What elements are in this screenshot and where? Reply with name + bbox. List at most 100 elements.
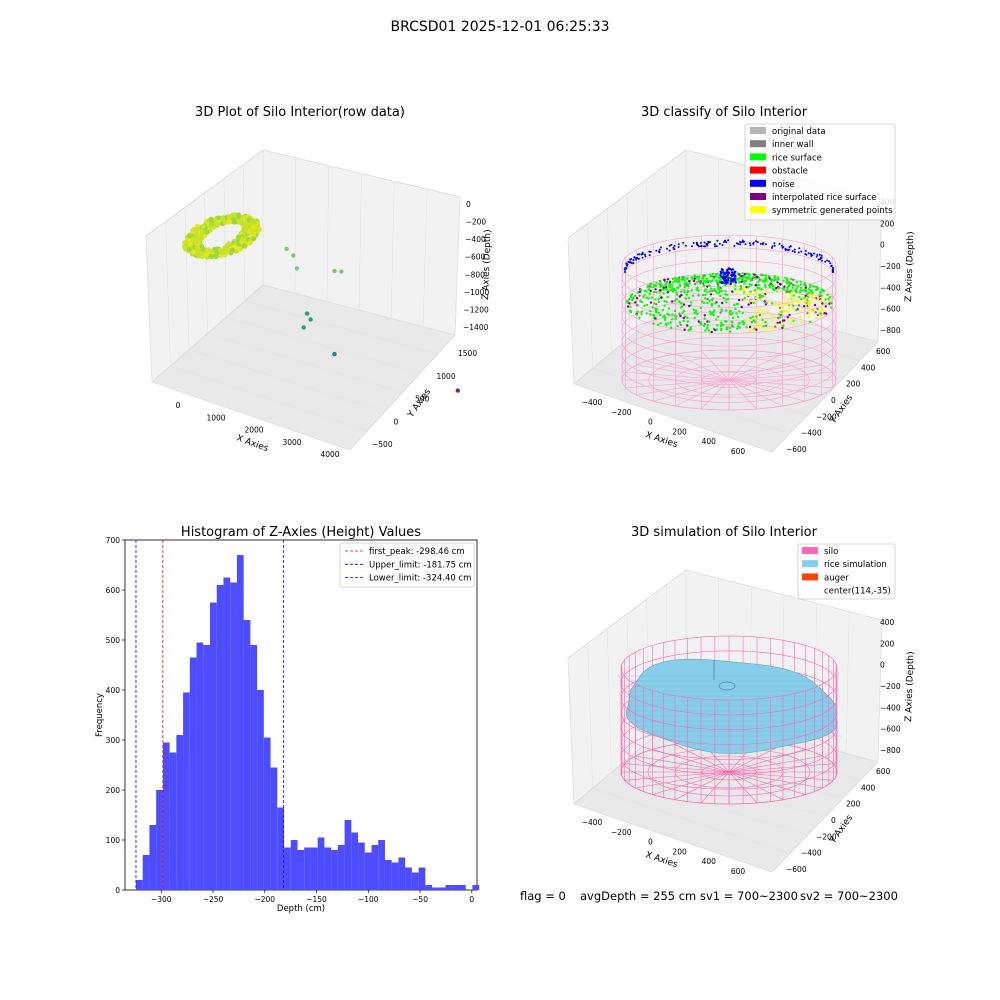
classified-point xyxy=(629,310,633,314)
x-tick-labels: 0 1000 2000 3000 4000 xyxy=(176,401,340,459)
classified-point xyxy=(668,280,672,283)
classified-point xyxy=(686,290,689,294)
classified-point xyxy=(661,308,664,312)
classified-point xyxy=(678,295,682,298)
classified-point xyxy=(770,278,773,281)
classified-point xyxy=(792,304,795,307)
classified-point xyxy=(782,279,785,282)
gridline xyxy=(573,383,773,453)
noise-point xyxy=(761,243,764,246)
noise-point xyxy=(723,272,727,276)
cloud-point xyxy=(208,253,213,259)
classified-point xyxy=(654,298,657,301)
classified-point xyxy=(771,319,774,322)
classified-point xyxy=(675,291,678,295)
classified-point xyxy=(708,273,712,276)
cloud-point xyxy=(232,219,237,225)
noise-point xyxy=(713,243,716,246)
classified-point xyxy=(749,301,753,305)
noise-point xyxy=(804,249,807,252)
classified-point xyxy=(750,321,753,324)
cloud-point xyxy=(204,252,210,257)
classified-point xyxy=(818,293,821,296)
noise-point xyxy=(658,251,661,254)
outlier-point xyxy=(301,325,306,330)
classified-point xyxy=(764,321,767,324)
classified-point xyxy=(812,285,815,288)
y-tick-label: 200 xyxy=(846,380,861,389)
noise-point xyxy=(644,255,647,258)
noise-point xyxy=(788,246,791,249)
classified-point xyxy=(792,294,795,297)
histogram-bar xyxy=(398,857,406,890)
classified-point xyxy=(671,277,675,281)
classified-point xyxy=(658,289,661,292)
classified-point xyxy=(768,285,771,289)
classified-point xyxy=(691,278,694,281)
classified-point xyxy=(663,288,667,291)
noise-point xyxy=(797,251,800,254)
x-tick-label: 4000 xyxy=(320,450,339,459)
noise-point xyxy=(755,240,757,243)
classified-point xyxy=(729,330,732,333)
noise-point xyxy=(793,251,796,253)
noise-point xyxy=(668,244,671,247)
classified-point xyxy=(810,310,813,313)
legend-label: rice simulation xyxy=(824,560,887,570)
outlier-point xyxy=(332,351,337,357)
histogram-bar xyxy=(405,867,412,890)
noise-point xyxy=(813,252,815,255)
classified-point xyxy=(780,301,783,304)
classified-point xyxy=(649,289,652,292)
classified-point xyxy=(701,277,704,280)
classified-point xyxy=(749,290,752,293)
gridline xyxy=(607,208,612,353)
classified-point xyxy=(795,291,798,294)
y-tick-label: −600 xyxy=(786,445,807,454)
cloud-point xyxy=(236,234,242,240)
classified-point xyxy=(657,297,661,301)
classified-point xyxy=(793,297,797,300)
outlier-points xyxy=(284,246,460,393)
auger-hole xyxy=(718,681,736,691)
classified-point xyxy=(747,276,750,279)
legend-swatch xyxy=(802,573,818,581)
noise-point xyxy=(809,252,812,255)
classified-point xyxy=(712,314,715,317)
y-tick-label: 200 xyxy=(846,800,861,809)
classified-point xyxy=(716,324,719,327)
classified-point xyxy=(778,286,781,289)
classified-point xyxy=(760,273,763,276)
noise-point xyxy=(635,258,638,261)
classified-point xyxy=(749,299,753,302)
classified-point xyxy=(652,314,656,317)
classified-point xyxy=(786,316,789,319)
gridline xyxy=(145,235,153,383)
classified-point xyxy=(765,324,768,327)
classified-point xyxy=(780,304,784,307)
x-tick-label: −200 xyxy=(611,828,632,837)
legend-label: inner wall xyxy=(772,140,813,150)
histogram-bar xyxy=(411,872,419,890)
classified-point xyxy=(787,307,790,311)
classified-point xyxy=(725,327,729,331)
classified-point xyxy=(679,290,683,293)
classified-point xyxy=(701,275,705,278)
histogram-bar xyxy=(364,852,372,890)
z-tick-label: −200 xyxy=(880,262,901,271)
classified-point xyxy=(626,305,630,308)
silo-floor-ring xyxy=(701,372,757,388)
classified-point xyxy=(712,311,715,314)
classified-point xyxy=(740,305,743,309)
classified-point xyxy=(801,289,805,292)
histogram-bar xyxy=(169,752,177,890)
classified-point xyxy=(803,298,807,301)
outlier-point xyxy=(291,253,296,258)
classified-point xyxy=(679,301,682,305)
z-tick-label: −800 xyxy=(880,746,901,755)
classified-point xyxy=(813,303,817,307)
gridline xyxy=(685,289,879,343)
classified-point xyxy=(760,312,764,315)
classified-point xyxy=(645,303,649,307)
y-tick-label: 1000 xyxy=(437,372,456,381)
